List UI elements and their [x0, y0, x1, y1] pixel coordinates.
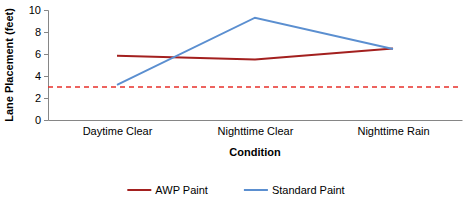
legend-item: Standard Paint: [244, 184, 345, 196]
x-tick-label: Nighttime Clear: [218, 125, 294, 137]
y-tick-mark: [44, 76, 48, 77]
marks: [48, 18, 462, 87]
chart: 0 2 4 6 8 10 Daytime Clear Nighttime Clear Night…: [0, 0, 472, 208]
y-tick-label: 10: [29, 4, 41, 16]
x-tick: Nighttime Clear: [218, 120, 294, 137]
y-tick-label: 6: [35, 48, 41, 60]
x-tick-label: Daytime Clear: [83, 125, 153, 137]
y-tick: 6: [35, 48, 48, 60]
legend-swatch: [127, 189, 151, 191]
x-tick-label: Nighttime Rain: [357, 125, 429, 137]
y-tick-label: 4: [35, 70, 41, 82]
x-axis: Daytime Clear Nighttime Clear Nighttime Ra…: [49, 120, 463, 137]
y-tick-mark: [44, 98, 48, 99]
y-tick-mark: [44, 10, 48, 11]
legend-swatch: [244, 189, 268, 191]
legend: AWP Paint Standard Paint: [127, 184, 344, 196]
y-tick-label: 8: [35, 26, 41, 38]
x-tick: Daytime Clear: [83, 120, 153, 137]
legend-label: Standard Paint: [272, 184, 345, 196]
y-tick-label: 2: [35, 92, 41, 104]
series-line: [117, 49, 393, 60]
y-tick: 0: [35, 114, 48, 126]
y-tick: 2: [35, 92, 48, 104]
x-axis-title: Condition: [229, 146, 281, 158]
y-tick-mark: [44, 32, 48, 33]
reference-line: [48, 86, 462, 88]
y-tick: 4: [35, 70, 48, 82]
plot: 0 2 4 6 8 10 Daytime Clear Nighttime Clear Night…: [29, 4, 463, 158]
x-tick: Nighttime Rain: [357, 120, 429, 137]
x-axis-line: [49, 120, 463, 121]
y-tick-mark: [44, 120, 48, 121]
y-tick: 8: [35, 26, 48, 38]
y-tick-label: 0: [35, 114, 41, 126]
y-axis-line: [44, 11, 49, 121]
y-axis-title: Lane Placement (feet): [3, 8, 15, 122]
y-axis: 0 2 4 6 8 10: [29, 4, 49, 126]
series-line: [117, 18, 393, 85]
y-tick-mark: [44, 54, 48, 55]
y-tick: 10: [29, 4, 48, 16]
legend-item: AWP Paint: [127, 184, 208, 196]
legend-label: AWP Paint: [155, 184, 208, 196]
